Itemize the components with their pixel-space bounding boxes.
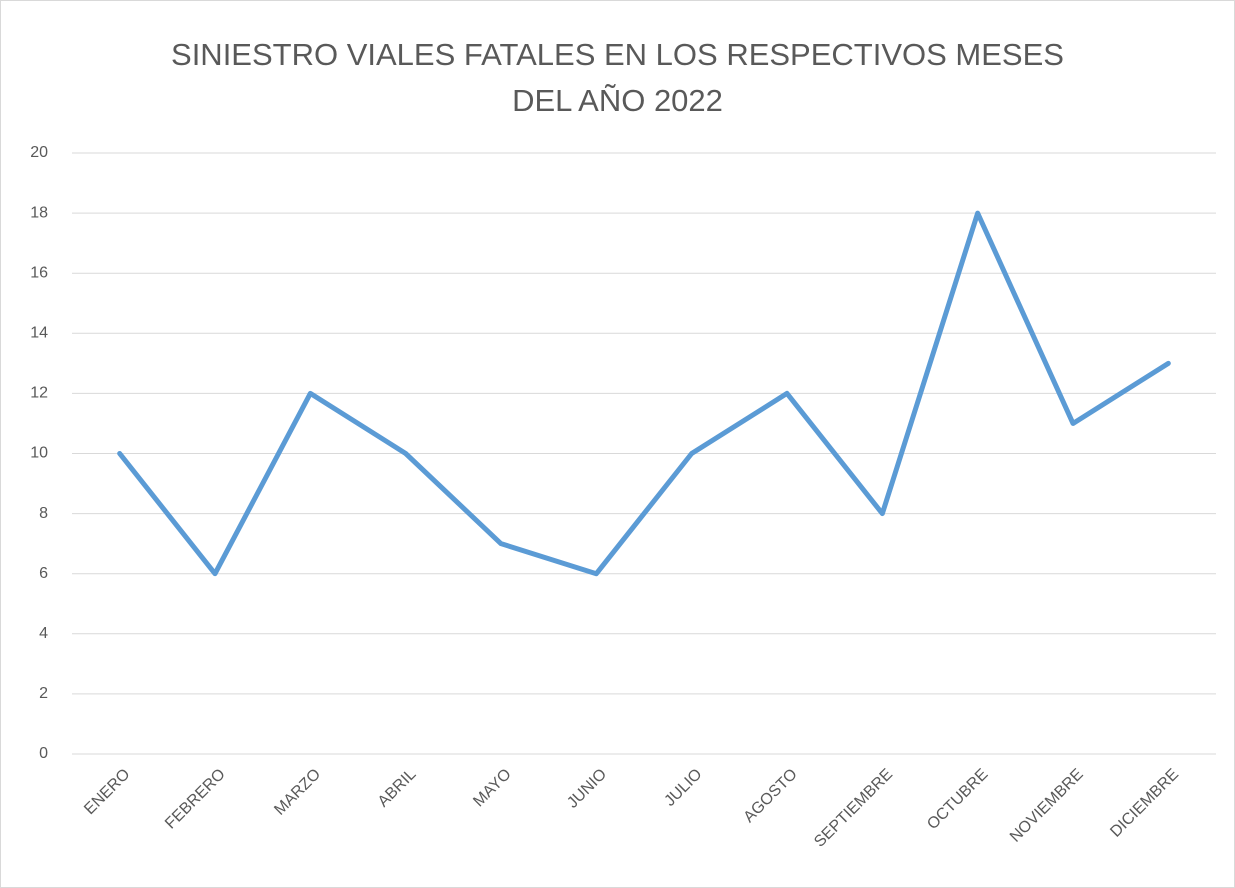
y-tick-label: 0 bbox=[39, 745, 48, 762]
y-tick-label: 12 bbox=[30, 385, 48, 402]
y-tick-label: 4 bbox=[39, 625, 48, 642]
series-line bbox=[117, 210, 1171, 577]
y-tick-label: 10 bbox=[30, 445, 48, 462]
chart-title: SINIESTRO VIALES FATALES EN LOS RESPECTI… bbox=[171, 37, 1064, 118]
y-tick-label: 8 bbox=[39, 505, 48, 522]
y-tick-label: 18 bbox=[30, 204, 48, 221]
y-tick-label: 14 bbox=[30, 325, 48, 342]
y-tick-label: 6 bbox=[39, 565, 48, 582]
y-tick-label: 20 bbox=[30, 144, 48, 161]
y-tick-label: 2 bbox=[39, 685, 48, 702]
y-tick-label: 16 bbox=[30, 264, 48, 281]
